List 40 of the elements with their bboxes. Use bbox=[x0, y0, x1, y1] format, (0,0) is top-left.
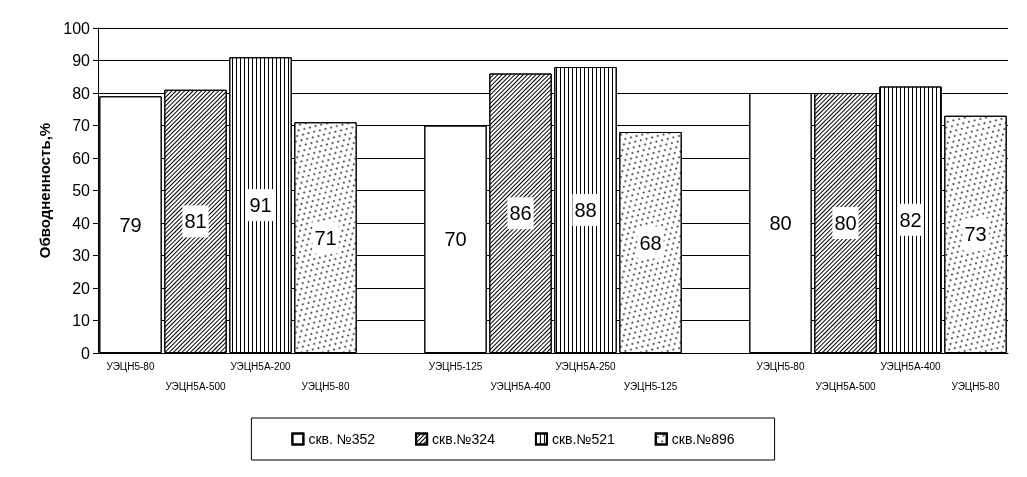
legend-label: скв.№521 bbox=[551, 431, 615, 447]
data-label: 70 bbox=[444, 228, 467, 251]
data-label: 81 bbox=[184, 210, 207, 233]
legend-label: скв.№896 bbox=[671, 431, 735, 447]
legend-label: скв.№324 bbox=[432, 431, 496, 447]
data-label: 91 bbox=[249, 194, 272, 217]
x-tick-label: УЭЦН5-80 bbox=[951, 380, 1000, 392]
y-axis-title: Обводненность,% bbox=[36, 122, 54, 259]
x-tick-label: УЭЦН5А-200 bbox=[230, 360, 292, 372]
y-tick-label: 60 bbox=[72, 149, 91, 167]
y-tick-label: 10 bbox=[72, 312, 91, 329]
data-label: 86 bbox=[509, 202, 532, 225]
data-label: 80 bbox=[769, 212, 792, 234]
data-label: 88 bbox=[574, 199, 597, 221]
legend-label: скв. №352 bbox=[308, 431, 376, 447]
data-label: 79 bbox=[119, 213, 142, 236]
data-label: 68 bbox=[639, 231, 662, 254]
x-tick-label: УЭЦН5А-500 bbox=[165, 380, 227, 392]
y-tick-label: 0 bbox=[81, 344, 91, 362]
y-tick-label: 50 bbox=[72, 182, 91, 199]
y-tick-label: 90 bbox=[72, 52, 91, 69]
x-tick-label: УЭЦН5А-250 bbox=[555, 360, 617, 372]
data-label: 80 bbox=[834, 212, 857, 234]
x-tick-label: УЭЦН5-80 bbox=[301, 380, 350, 392]
data-label: 71 bbox=[314, 226, 337, 249]
y-tick-label: 30 bbox=[72, 247, 91, 264]
x-tick-label: УЭЦН5-80 bbox=[756, 360, 805, 372]
x-tick-label: УЭЦН5А-400 bbox=[490, 380, 552, 392]
x-tick-label: УЭЦН5А-500 bbox=[815, 380, 877, 392]
y-tick-label: 20 bbox=[72, 279, 91, 297]
x-tick-label: УЭЦН5-125 bbox=[623, 380, 678, 392]
y-tick-label: 80 bbox=[72, 84, 91, 102]
y-tick-label: 40 bbox=[72, 214, 91, 232]
y-tick-label: 70 bbox=[72, 117, 91, 134]
data-label: 82 bbox=[899, 208, 922, 231]
data-label: 73 bbox=[964, 223, 987, 246]
x-tick-label: УЭЦН5-80 bbox=[106, 360, 155, 372]
y-tick-label: 100 bbox=[63, 19, 91, 37]
x-tick-label: УЭЦН5А-400 bbox=[880, 360, 942, 372]
x-tick-label: УЭЦН5-125 bbox=[428, 360, 483, 372]
